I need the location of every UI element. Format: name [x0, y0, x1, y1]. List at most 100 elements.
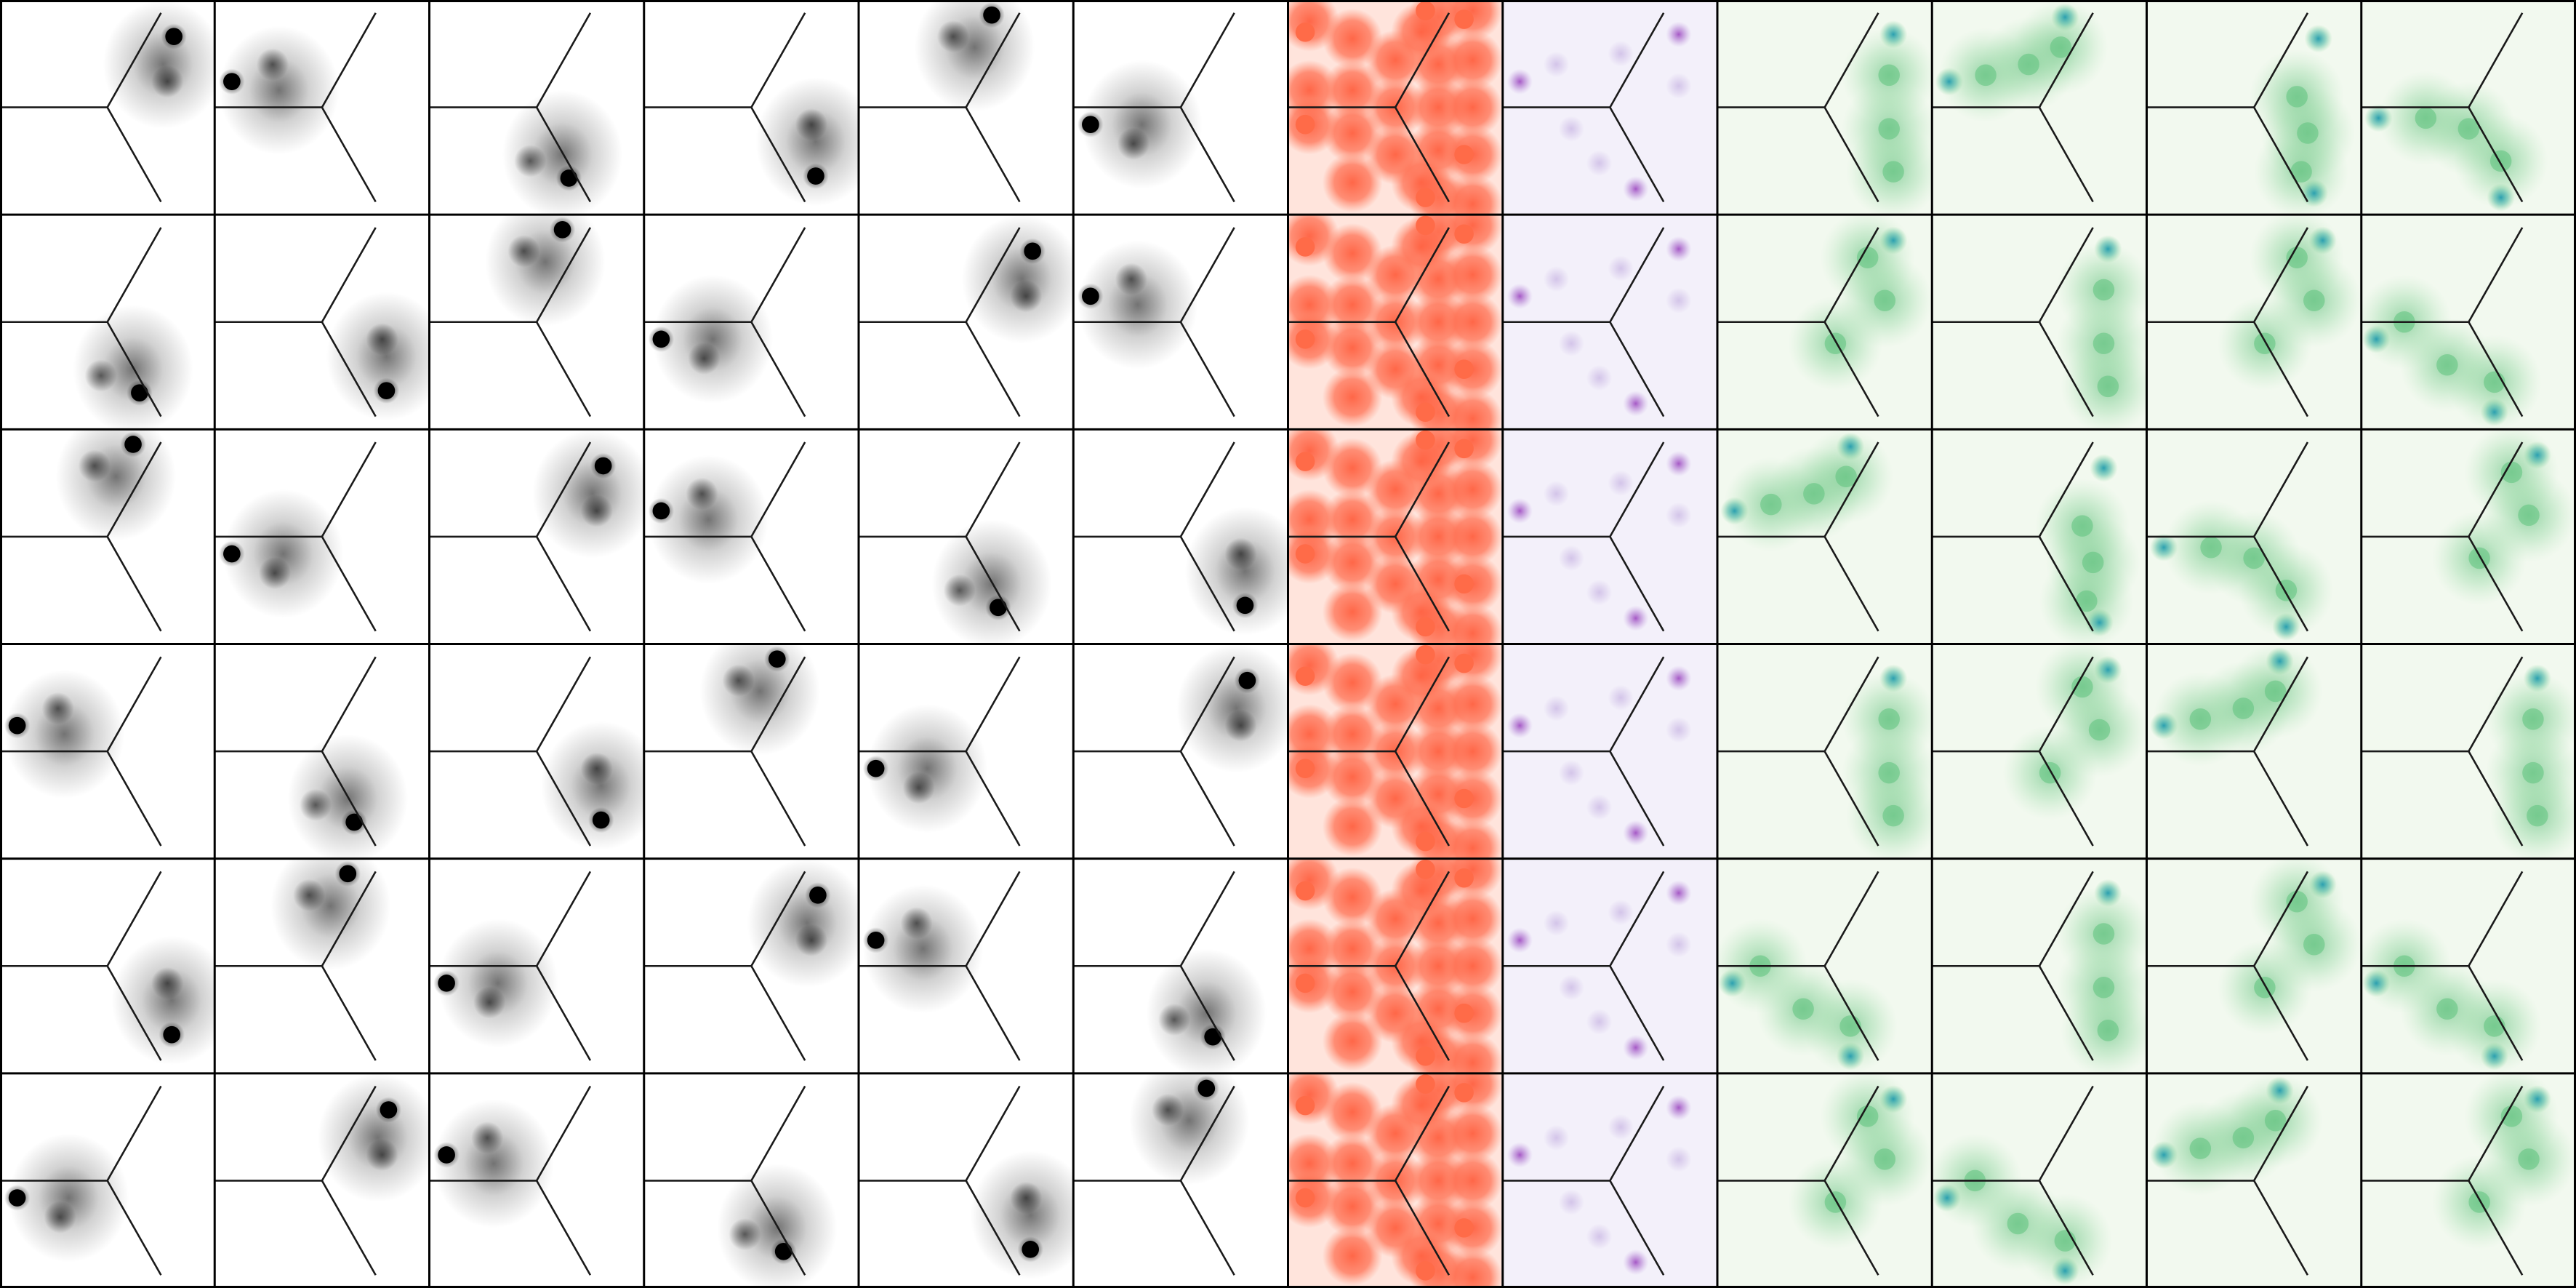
gray-dot [580, 752, 613, 785]
tile-content [214, 441, 377, 632]
green-dot [2436, 998, 2458, 1020]
branch-bottom [750, 106, 806, 203]
branch-bottom [965, 536, 1021, 632]
branch-top [965, 12, 1021, 108]
tile-content [1502, 858, 1717, 1073]
green-dot [2093, 923, 2115, 945]
branch-top [1609, 656, 1665, 752]
purple-dot [1666, 450, 1692, 477]
gray-dot [1224, 709, 1257, 742]
shadow-blob [867, 704, 988, 833]
branch-top [321, 12, 377, 108]
tile [0, 429, 177, 632]
tile [429, 1085, 592, 1276]
branch-top [750, 1085, 806, 1182]
tile-content [2361, 215, 2576, 430]
red-blob [1443, 1103, 1503, 1164]
shadow-blob [862, 884, 984, 1014]
branch-top [1823, 12, 1879, 108]
tile-content [643, 1085, 838, 1288]
green-dot [2097, 375, 2119, 398]
purple-faint-dot [1586, 150, 1613, 177]
branch-top [1394, 656, 1450, 752]
branch-top [2468, 441, 2524, 537]
tile-content [2361, 644, 2576, 859]
tile-content [1073, 441, 1288, 636]
tile [429, 429, 644, 632]
red-blob [1391, 431, 1451, 492]
green-dot [2468, 547, 2490, 569]
green-dot [2007, 1212, 2029, 1235]
tile [214, 12, 377, 203]
green-dot [2518, 1148, 2540, 1170]
tile [1932, 0, 2147, 215]
tile-content [429, 871, 592, 1061]
red-dot [1416, 1074, 1435, 1094]
tile [429, 871, 592, 1061]
tile-content [859, 0, 1035, 203]
branch-bottom [2468, 751, 2524, 847]
red-blob [1391, 367, 1451, 428]
branch-top [2252, 1085, 2309, 1182]
green-dot [1878, 64, 1900, 87]
tile-content [2146, 1073, 2362, 1288]
teal-dot [2362, 325, 2391, 353]
tile-content [429, 429, 644, 632]
purple-faint-dot [1543, 266, 1570, 292]
tile [214, 656, 408, 859]
tile [1073, 227, 1235, 417]
branch-bottom [2252, 1180, 2309, 1276]
red-blob [1443, 506, 1503, 567]
shadow-blob [4, 669, 125, 799]
green-dot [2286, 890, 2308, 913]
red-blob [1443, 603, 1503, 644]
dark-dot [223, 545, 241, 563]
red-blob [1443, 721, 1503, 782]
tile-content [1502, 215, 1717, 430]
purple-dot [1623, 605, 1649, 631]
red-dot [1454, 653, 1474, 673]
red-blob [1443, 174, 1503, 215]
red-blob [1443, 459, 1503, 520]
red-dot [1454, 1218, 1474, 1238]
purple-dot [1623, 391, 1649, 417]
tile [0, 1085, 162, 1276]
tile [214, 858, 391, 1061]
tile [1288, 429, 1503, 644]
purple-faint-dot [1558, 116, 1584, 142]
purple-faint-dot [1608, 470, 1634, 496]
gray-dot [943, 574, 976, 607]
tile [1717, 429, 1933, 644]
branch-bottom [535, 965, 592, 1061]
tile [429, 656, 644, 850]
purple-faint-dot [1558, 330, 1584, 356]
gray-dot [41, 692, 74, 725]
tile-content [1932, 215, 2147, 430]
red-dot [1295, 881, 1315, 901]
tile-content [0, 429, 177, 632]
tile [2361, 1073, 2576, 1288]
gray-dot [722, 664, 755, 697]
branch-top [535, 441, 592, 537]
teal-dot [1935, 67, 1964, 96]
gray-dot [471, 1121, 504, 1154]
teal-dot [2487, 183, 2515, 212]
branch-bottom [2252, 536, 2309, 632]
teal-dot [2480, 1042, 2508, 1071]
tile [1717, 215, 1933, 430]
tile-content [859, 871, 1021, 1061]
branch-bottom [321, 321, 377, 417]
branch-top [535, 227, 592, 323]
purple-faint-dot [1586, 1223, 1613, 1249]
gray-dot [795, 108, 828, 141]
branch-bottom [1394, 106, 1450, 203]
dark-dot [768, 650, 786, 668]
tile-content [859, 656, 1021, 847]
green-dot [2500, 1105, 2523, 1127]
tile [2361, 644, 2576, 859]
dark-dot [809, 887, 827, 904]
purple-faint-dot [1666, 1146, 1692, 1172]
red-blob [1322, 1225, 1383, 1287]
green-dot [2522, 761, 2544, 784]
branch-top [2468, 1085, 2524, 1182]
